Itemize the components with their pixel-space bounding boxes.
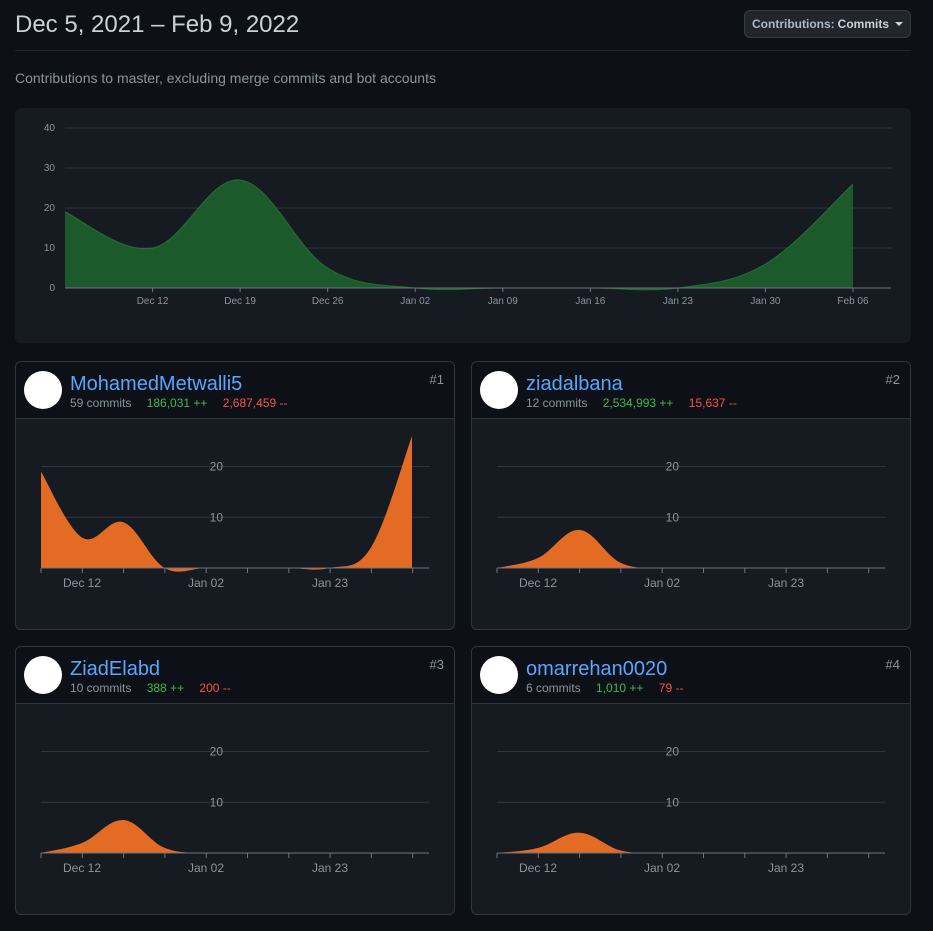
main-chart-svg: 0 10 20 30 40 Dec 12 Dec 19 Dec 26 Jan 02 Jan 09 J… <box>44 123 891 307</box>
deletions-count: 2,687,459 -- <box>222 396 288 410</box>
identicon-blue-icon[interactable] <box>24 656 62 694</box>
contributor-stats: 12 commits 2,534,993 ++ 15,637 -- <box>526 396 737 410</box>
y-tick-label: 0 <box>49 283 55 294</box>
main-area-line <box>64 179 854 291</box>
main-area-series <box>65 179 853 290</box>
x-tick-label: Dec 12 <box>137 296 169 307</box>
main-contributions-chart: 0 10 20 30 40 Dec 12 Dec 19 Dec 26 Jan 02 Jan 09 J… <box>15 108 911 343</box>
rank-badge: #3 <box>429 657 444 672</box>
contributor-name-link[interactable]: ZiadElabd <box>70 658 161 680</box>
contributor-name-link[interactable]: MohamedMetwalli5 <box>70 373 243 395</box>
contributor-chart: 10 20 Dec 12 Jan 02 Jan 23 <box>496 460 885 590</box>
x-tick-label: Dec 12 <box>519 861 557 875</box>
rank-badge: #4 <box>885 657 900 672</box>
avatar-photo-icon[interactable] <box>24 371 62 409</box>
additions-count: 388 ++ <box>146 681 185 695</box>
x-tick-label: Jan 30 <box>750 296 780 307</box>
deletions-count: 79 -- <box>658 681 684 695</box>
x-tick-label: Dec 26 <box>312 296 344 307</box>
y-tick-label: 30 <box>44 163 56 174</box>
additions-count: 2,534,993 ++ <box>602 396 674 410</box>
contributor-stats: 10 commits 388 ++ 200 -- <box>70 681 231 695</box>
identicon-pink-icon[interactable] <box>480 371 518 409</box>
y-tick-label: 20 <box>666 745 680 759</box>
x-tick-label: Jan 02 <box>644 576 680 590</box>
contributor-stats: 6 commits 1,010 ++ 79 -- <box>526 681 683 695</box>
y-tick-label: 20 <box>44 203 56 214</box>
dropdown-value: Commits <box>837 17 889 31</box>
contributor-card-4: omarrehan0020 6 commits 1,010 ++ 79 -- #… <box>471 646 911 915</box>
x-tick-label: Feb 06 <box>837 296 869 307</box>
contributor-area-series <box>41 436 412 572</box>
x-tick-label: Jan 09 <box>488 296 518 307</box>
commit-count: 10 commits <box>70 681 132 695</box>
x-tick-label: Jan 23 <box>768 861 804 875</box>
x-tick-label: Jan 23 <box>768 576 804 590</box>
x-tick-label: Dec 12 <box>519 576 557 590</box>
additions-count: 1,010 ++ <box>596 681 644 695</box>
contributor-area-series <box>41 819 412 854</box>
y-tick-label: 40 <box>44 123 56 134</box>
x-tick-label: Jan 02 <box>400 296 430 307</box>
avatar-photo-icon[interactable] <box>480 656 518 694</box>
x-tick-label: Dec 12 <box>63 576 101 590</box>
y-tick-label: 10 <box>210 795 224 809</box>
deletions-count: 15,637 -- <box>688 396 737 410</box>
card-header: omarrehan0020 6 commits 1,010 ++ 79 -- #… <box>472 647 910 704</box>
x-tick-label: Jan 23 <box>663 296 693 307</box>
x-tick-label: Dec 12 <box>63 861 101 875</box>
deletions-count: 200 -- <box>199 681 231 695</box>
contributor-area-series <box>497 529 868 569</box>
contributor-area-series <box>497 832 868 854</box>
y-tick-label: 10 <box>210 510 224 524</box>
commit-count: 59 commits <box>70 396 132 410</box>
x-tick-label: Jan 02 <box>188 861 224 875</box>
commit-count: 6 commits <box>526 681 581 695</box>
contributor-card-1: MohamedMetwalli5 59 commits 186,031 ++ 2… <box>15 361 455 630</box>
page-header: Dec 5, 2021 – Feb 9, 2022 Contributions:… <box>15 0 911 51</box>
commit-count: 12 commits <box>526 396 588 410</box>
dropdown-label: Contributions: <box>752 17 835 31</box>
rank-badge: #2 <box>885 372 900 387</box>
y-tick-label: 20 <box>210 745 224 759</box>
x-tick-label: Jan 23 <box>312 576 348 590</box>
contributor-chart: 10 20 Dec 12 Jan 02 Jan 23 <box>496 745 885 875</box>
page-subtitle: Contributions to master, excluding merge… <box>15 70 436 86</box>
contributor-chart: 10 20 Dec 12 Jan 02 Jan 23 <box>40 745 429 875</box>
card-header: ZiadElabd 10 commits 388 ++ 200 -- #3 <box>16 647 454 704</box>
contributor-card-3: ZiadElabd 10 commits 388 ++ 200 -- #3 10… <box>15 646 455 915</box>
x-tick-label: Jan 16 <box>575 296 605 307</box>
contributor-chart: 10 20 Dec 12 Jan 02 Jan 23 <box>40 436 429 590</box>
contributor-name-link[interactable]: ziadalbana <box>526 373 623 395</box>
x-tick-label: Dec 19 <box>224 296 256 307</box>
x-tick-label: Jan 23 <box>312 861 348 875</box>
rank-badge: #1 <box>429 372 444 387</box>
contributions-type-dropdown[interactable]: Contributions: Commits <box>744 10 911 38</box>
y-tick-label: 20 <box>666 460 680 474</box>
card-header: ziadalbana 12 commits 2,534,993 ++ 15,63… <box>472 362 910 419</box>
contributor-name-link[interactable]: omarrehan0020 <box>526 658 668 680</box>
y-tick-label: 10 <box>44 243 56 254</box>
caret-down-icon <box>895 22 903 26</box>
contributor-stats: 59 commits 186,031 ++ 2,687,459 -- <box>70 396 288 410</box>
contributor-card-2: ziadalbana 12 commits 2,534,993 ++ 15,63… <box>471 361 911 630</box>
x-tick-label: Jan 02 <box>644 861 680 875</box>
additions-count: 186,031 ++ <box>146 396 208 410</box>
y-tick-label: 10 <box>666 795 680 809</box>
date-range-title: Dec 5, 2021 – Feb 9, 2022 <box>15 11 300 38</box>
x-tick-label: Jan 02 <box>188 576 224 590</box>
y-tick-label: 10 <box>666 510 680 524</box>
card-header: MohamedMetwalli5 59 commits 186,031 ++ 2… <box>16 362 454 419</box>
y-tick-label: 20 <box>210 460 224 474</box>
